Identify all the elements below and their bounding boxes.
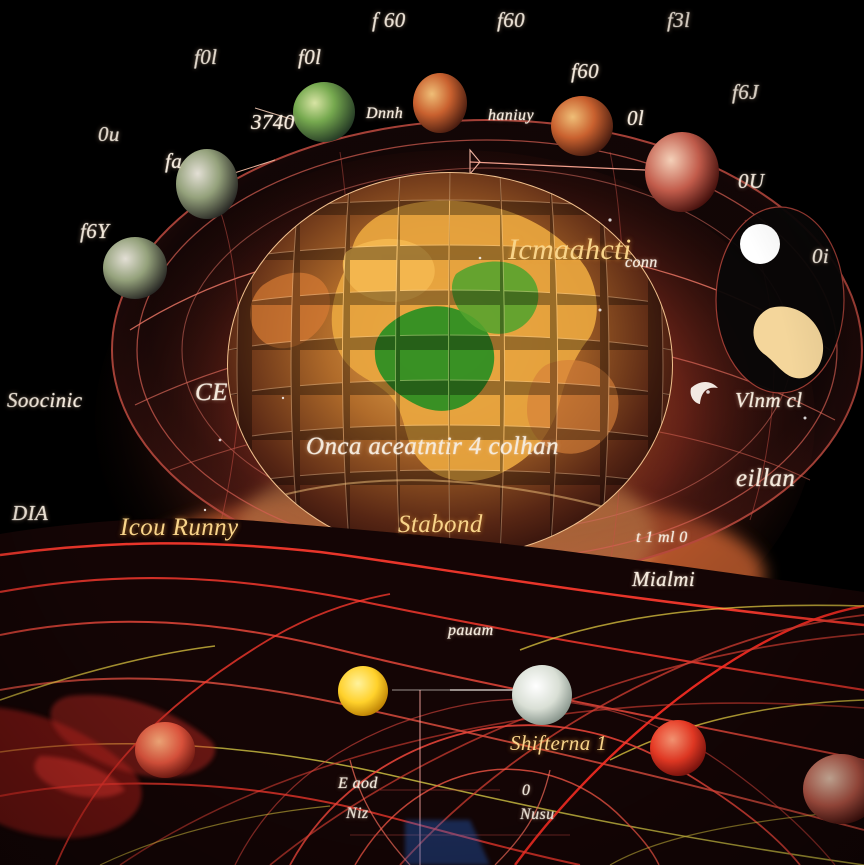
- label-globe-top-right: conn: [625, 254, 658, 271]
- label-sphere-top-left: 3740: [251, 110, 295, 134]
- label-globe-bottom: Stabond: [398, 511, 483, 538]
- label-left-side-2: DIA: [12, 501, 49, 525]
- label-left-lower-1: Icou Runny: [120, 514, 239, 541]
- label-bottom-left-2: Niz: [346, 805, 369, 822]
- label-right-side-2: eillan: [736, 465, 796, 492]
- label-upper-right-1: f60: [571, 59, 600, 83]
- central-globe: [227, 172, 673, 558]
- label-bottom-mid-1: 0: [522, 782, 531, 799]
- label-globe-left: CE: [195, 379, 228, 406]
- label-globe-center: Onca aceatntir 4 colhan: [306, 433, 559, 460]
- label-upper-left-2: f0l: [298, 45, 322, 69]
- label-sphere-top-mid: Dnnh: [366, 105, 404, 122]
- label-right-orbit-2: 0U: [738, 169, 765, 193]
- label-bottom-left-1: E aod: [338, 775, 378, 792]
- label-right-side-1: Vlnm cl: [735, 388, 803, 412]
- label-right-orbit-3: 0i: [812, 244, 830, 268]
- label-top-2: f60: [497, 8, 526, 32]
- label-upper-left-1: f0l: [194, 45, 218, 69]
- label-right-side-4: Mialmi: [632, 567, 696, 591]
- label-left-orbit-2: fa: [165, 149, 183, 173]
- label-top-1: f 60: [372, 8, 406, 32]
- label-top-3: f3l: [667, 8, 691, 32]
- right-moon-with-continent: [690, 206, 845, 404]
- label-upper-right-2: f6J: [732, 80, 759, 104]
- label-lower-center: pauam: [448, 622, 494, 639]
- foreground-planets: [135, 665, 864, 824]
- label-left-orbit-1: 0u: [98, 122, 120, 146]
- label-sphere-top-right: haniuy: [488, 107, 534, 124]
- label-left-orbit-3: f6Y: [80, 219, 110, 243]
- sparkles: [203, 218, 807, 512]
- label-globe-top: Icmaahcti: [508, 233, 632, 266]
- label-bottom-mid-2: Nusu: [520, 806, 555, 823]
- label-right-orbit-1: 0l: [627, 106, 645, 130]
- label-right-side-3: t 1 ml 0: [636, 529, 688, 546]
- label-left-side-1: Soocinic: [7, 388, 83, 412]
- label-lower-right: Shifterna 1: [510, 731, 608, 755]
- orbiting-planets: [103, 73, 719, 299]
